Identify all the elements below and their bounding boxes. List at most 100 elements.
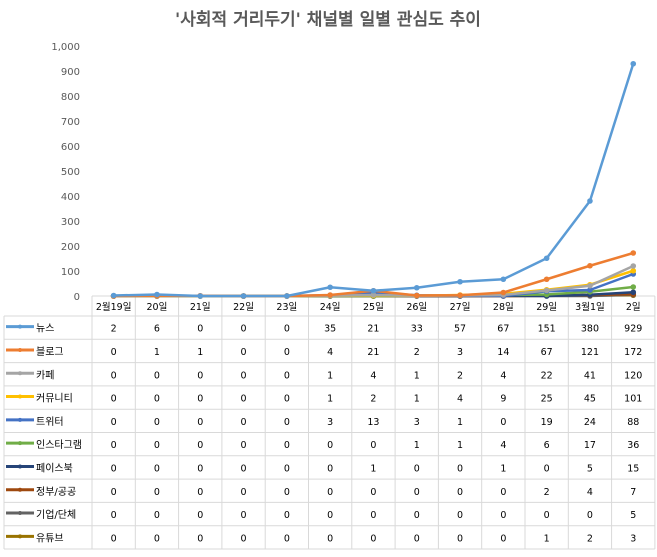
data-label: 0 — [111, 347, 117, 358]
data-label: 0 — [111, 394, 117, 405]
data-label: 45 — [584, 394, 596, 405]
data-point — [500, 276, 507, 283]
legend-marker — [18, 534, 22, 539]
data-label: 0 — [197, 370, 203, 381]
data-label: 0 — [457, 533, 463, 544]
legend-label: 커뮤니티 — [36, 393, 73, 405]
legend-marker — [18, 441, 22, 446]
data-label: 67 — [541, 347, 553, 358]
data-label: 1 — [197, 347, 203, 358]
data-label: 2 — [111, 324, 117, 335]
y-tick-label: 400 — [61, 192, 80, 203]
data-label: 0 — [370, 487, 376, 498]
legend-label: 인스타그램 — [36, 439, 82, 451]
legend-marker — [18, 394, 22, 399]
data-label: 1 — [457, 440, 463, 451]
data-label: 4 — [500, 370, 506, 381]
data-label: 0 — [154, 440, 160, 451]
data-label: 120 — [624, 370, 642, 381]
data-label: 0 — [327, 510, 333, 521]
legend-label: 뉴스 — [36, 323, 54, 335]
data-label: 151 — [538, 324, 556, 335]
chart-title: '사회적 거리두기' 채널별 일별 관심도 추이 — [175, 10, 481, 30]
data-label: 13 — [367, 417, 379, 428]
data-label: 4 — [370, 370, 376, 381]
y-tick-label: 1,000 — [51, 42, 80, 53]
data-label: 6 — [544, 440, 550, 451]
data-label: 0 — [284, 370, 290, 381]
data-point — [154, 291, 160, 298]
legend-label: 블로그 — [36, 346, 64, 358]
data-label: 0 — [241, 324, 247, 335]
data-point — [284, 293, 290, 299]
y-tick-label: 300 — [61, 217, 80, 228]
legend-marker — [18, 347, 22, 352]
legend-marker — [18, 324, 22, 329]
data-point — [587, 198, 593, 204]
data-label: 0 — [111, 463, 117, 474]
x-tick-label: 26일 — [406, 302, 427, 313]
data-label: 88 — [627, 417, 639, 428]
data-point — [630, 284, 637, 290]
data-label: 57 — [454, 324, 466, 335]
data-point — [197, 293, 204, 299]
data-label: 6 — [154, 324, 160, 335]
data-label: 1 — [414, 370, 420, 381]
data-point — [457, 292, 463, 299]
data-label: 101 — [624, 394, 642, 405]
data-label: 0 — [414, 533, 420, 544]
data-label: 0 — [241, 510, 247, 521]
data-label: 36 — [627, 440, 639, 451]
data-label: 0 — [241, 417, 247, 428]
data-label: 21 — [367, 324, 379, 335]
x-tick-label: 3월1일 — [575, 301, 605, 313]
data-point — [370, 287, 377, 294]
data-label: 0 — [500, 487, 506, 498]
data-label: 0 — [500, 533, 506, 544]
legend-label: 정부/공공 — [36, 486, 76, 498]
data-label: 4 — [457, 394, 463, 405]
data-point — [630, 267, 637, 274]
data-label: 15 — [627, 463, 639, 474]
data-label: 0 — [241, 487, 247, 498]
data-label: 0 — [414, 463, 420, 474]
data-label: 0 — [197, 394, 203, 405]
data-label: 0 — [197, 510, 203, 521]
legend-label: 기업/단체 — [36, 508, 76, 521]
data-label: 0 — [154, 487, 160, 498]
data-label: 9 — [500, 394, 506, 405]
data-label: 5 — [587, 463, 593, 474]
y-tick-label: 100 — [61, 267, 80, 278]
data-label: 24 — [584, 417, 596, 428]
data-label: 0 — [111, 487, 117, 498]
data-label: 1 — [327, 370, 333, 381]
data-label: 2 — [414, 347, 420, 358]
data-label: 14 — [497, 347, 509, 358]
data-point — [327, 292, 333, 298]
data-label: 1 — [414, 394, 420, 405]
data-label: 0 — [544, 510, 550, 521]
data-label: 35 — [324, 324, 336, 335]
data-label: 0 — [241, 370, 247, 381]
data-label: 0 — [241, 533, 247, 544]
data-label: 0 — [111, 510, 117, 521]
data-label: 0 — [327, 440, 333, 451]
data-point — [630, 289, 637, 296]
data-label: 21 — [367, 347, 379, 358]
data-label: 2 — [587, 533, 593, 544]
data-label: 0 — [241, 440, 247, 451]
legend-marker — [18, 417, 22, 422]
data-label: 7 — [630, 487, 636, 498]
data-label: 0 — [500, 510, 506, 521]
x-tick-label: 21일 — [190, 302, 211, 313]
data-label: 0 — [241, 347, 247, 358]
data-label: 172 — [624, 347, 642, 358]
data-label: 0 — [500, 417, 506, 428]
data-label: 0 — [414, 510, 420, 521]
data-label: 1 — [544, 533, 550, 544]
data-label: 0 — [154, 417, 160, 428]
data-label: 5 — [630, 510, 636, 521]
data-label: 0 — [197, 440, 203, 451]
y-tick-label: 0 — [74, 292, 80, 303]
